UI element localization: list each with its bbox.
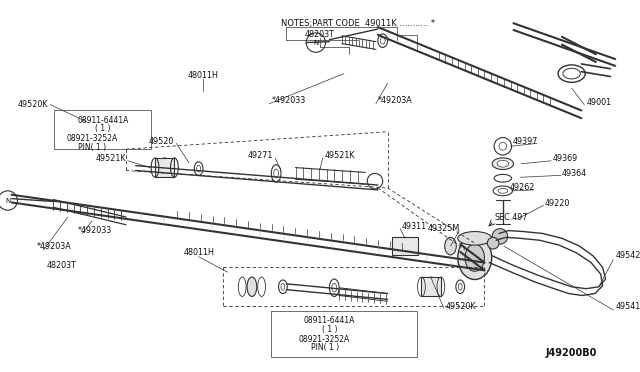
Text: N: N: [313, 39, 319, 46]
Text: 49220: 49220: [545, 199, 570, 208]
Ellipse shape: [445, 237, 456, 255]
Text: SEC.497: SEC.497: [494, 212, 527, 221]
Ellipse shape: [497, 160, 509, 167]
Text: 49271: 49271: [248, 151, 273, 160]
Text: 49521K: 49521K: [324, 151, 355, 160]
Text: *49203A: *49203A: [378, 96, 413, 105]
Text: ( 1 ): ( 1 ): [95, 124, 111, 133]
Text: 08911-6441A: 08911-6441A: [304, 316, 355, 325]
Text: 49542: 49542: [615, 251, 640, 260]
Text: 49001: 49001: [586, 98, 611, 107]
Text: 49262: 49262: [509, 183, 535, 192]
Ellipse shape: [458, 236, 492, 279]
Text: J49200B0: J49200B0: [546, 348, 597, 357]
Circle shape: [487, 237, 499, 249]
Text: 48011H: 48011H: [188, 71, 219, 80]
Text: 49541: 49541: [615, 302, 640, 311]
Text: 49520K: 49520K: [18, 100, 49, 109]
Text: NOTES;PART CODE  49011K ........... *: NOTES;PART CODE 49011K ........... *: [282, 19, 436, 28]
Circle shape: [492, 229, 508, 244]
Ellipse shape: [458, 231, 492, 245]
Text: 49521K: 49521K: [95, 154, 126, 163]
Text: PIN( 1 ): PIN( 1 ): [78, 143, 106, 152]
Text: 08921-3252A: 08921-3252A: [67, 134, 118, 143]
Ellipse shape: [465, 244, 484, 271]
Text: N: N: [5, 198, 10, 203]
Text: 49311: 49311: [402, 222, 428, 231]
Text: 49520: 49520: [149, 137, 174, 146]
Bar: [392, 237, 417, 255]
Text: 48203T: 48203T: [47, 261, 76, 270]
Bar: [155, 158, 174, 177]
Text: 49364: 49364: [562, 169, 587, 178]
Text: 08921-3252A: 08921-3252A: [299, 334, 350, 344]
Text: 49520K: 49520K: [445, 302, 476, 311]
Text: *49203A: *49203A: [37, 241, 72, 251]
Text: PIN( 1 ): PIN( 1 ): [310, 343, 339, 352]
Text: 48011H: 48011H: [183, 248, 214, 257]
Ellipse shape: [247, 277, 257, 296]
Bar: [54, 110, 151, 149]
Ellipse shape: [492, 158, 513, 170]
Text: ( 1 ): ( 1 ): [322, 325, 337, 334]
Text: 49397: 49397: [513, 137, 538, 146]
Text: 49369: 49369: [552, 154, 577, 163]
Text: 49325M: 49325M: [428, 224, 460, 233]
Text: 48203T: 48203T: [305, 31, 335, 39]
Bar: [271, 311, 417, 357]
Bar: [422, 277, 441, 296]
Text: 08911-6441A: 08911-6441A: [77, 116, 129, 125]
Text: *492033: *492033: [271, 96, 305, 105]
Ellipse shape: [399, 237, 411, 255]
Text: *492033: *492033: [77, 226, 112, 235]
Ellipse shape: [426, 277, 436, 296]
